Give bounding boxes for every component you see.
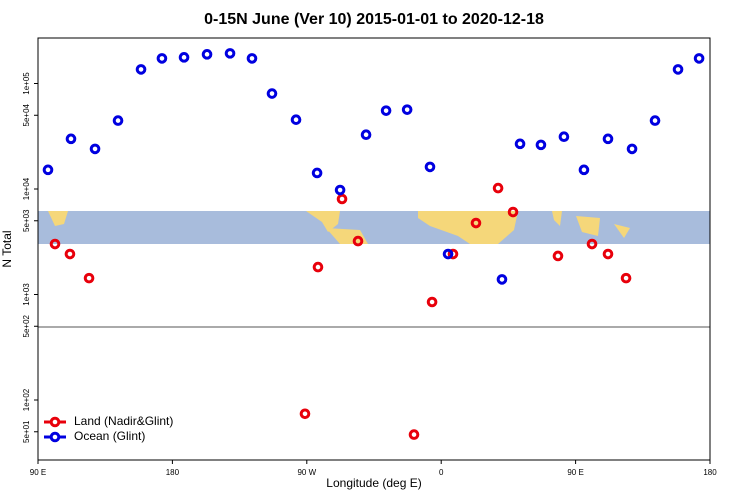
point (49, 238, 61, 250)
point (89, 143, 101, 155)
point (178, 52, 190, 63)
y-tick-label: 1e+05 (22, 72, 31, 95)
x-tick-label: 90 E (567, 468, 583, 477)
point (693, 53, 705, 64)
y-tick-label: 1e+04 (22, 177, 31, 200)
point (311, 167, 323, 179)
point (336, 193, 348, 205)
point (558, 131, 570, 143)
plot-frame (37, 37, 711, 461)
point (492, 182, 504, 194)
point (447, 248, 459, 260)
point (290, 114, 302, 125)
point (672, 64, 684, 75)
point (299, 408, 311, 420)
point (470, 217, 482, 229)
point (620, 272, 632, 284)
point (602, 248, 614, 260)
chart-title: 0-15N June (Ver 10) 2015-01-01 to 2020-1… (204, 11, 544, 28)
point (424, 161, 436, 173)
point (360, 129, 372, 141)
legend-label: Ocean (Glint) (74, 429, 145, 443)
point (380, 105, 392, 116)
y-tick-label: 5e+02 (22, 314, 31, 337)
point (507, 206, 519, 218)
point (514, 138, 526, 150)
point (626, 143, 638, 155)
point (156, 53, 168, 64)
y-tick-label: 5e+04 (22, 103, 31, 126)
point (496, 274, 508, 285)
point (408, 429, 420, 440)
point (649, 115, 661, 126)
point (224, 48, 236, 59)
point (312, 261, 324, 273)
point (578, 164, 590, 176)
y-tick-label: 5e+01 (22, 420, 31, 443)
point (42, 164, 54, 176)
point (401, 104, 413, 115)
point (201, 49, 213, 60)
point (334, 184, 346, 196)
y-tick-label: 1e+03 (22, 283, 31, 306)
y-tick-label: 5e+03 (22, 209, 31, 232)
x-tick-label: 90 E (30, 468, 46, 477)
legend-label: Land (Nadir&Glint) (74, 414, 173, 428)
point (535, 139, 547, 151)
point (552, 250, 564, 262)
legend-marker (49, 416, 61, 428)
point (246, 53, 258, 64)
point (112, 115, 124, 126)
point (352, 235, 364, 247)
legend-marker (49, 431, 61, 443)
point (426, 296, 438, 308)
point (442, 248, 454, 260)
y-tick-label: 1e+02 (22, 388, 31, 411)
point (266, 88, 278, 99)
point (135, 64, 147, 75)
x-tick-label: 180 (166, 468, 180, 477)
x-tick-label: 0 (439, 468, 444, 477)
map-strip (38, 211, 710, 244)
y-axis-label: N Total (0, 230, 14, 267)
point (65, 133, 77, 145)
x-tick-label: 180 (703, 468, 717, 477)
point (64, 248, 76, 260)
point (602, 133, 614, 145)
point (83, 272, 95, 284)
point (586, 238, 598, 250)
x-tick-label: 90 W (297, 468, 316, 477)
x-axis-label: Longitude (deg E) (326, 476, 421, 490)
